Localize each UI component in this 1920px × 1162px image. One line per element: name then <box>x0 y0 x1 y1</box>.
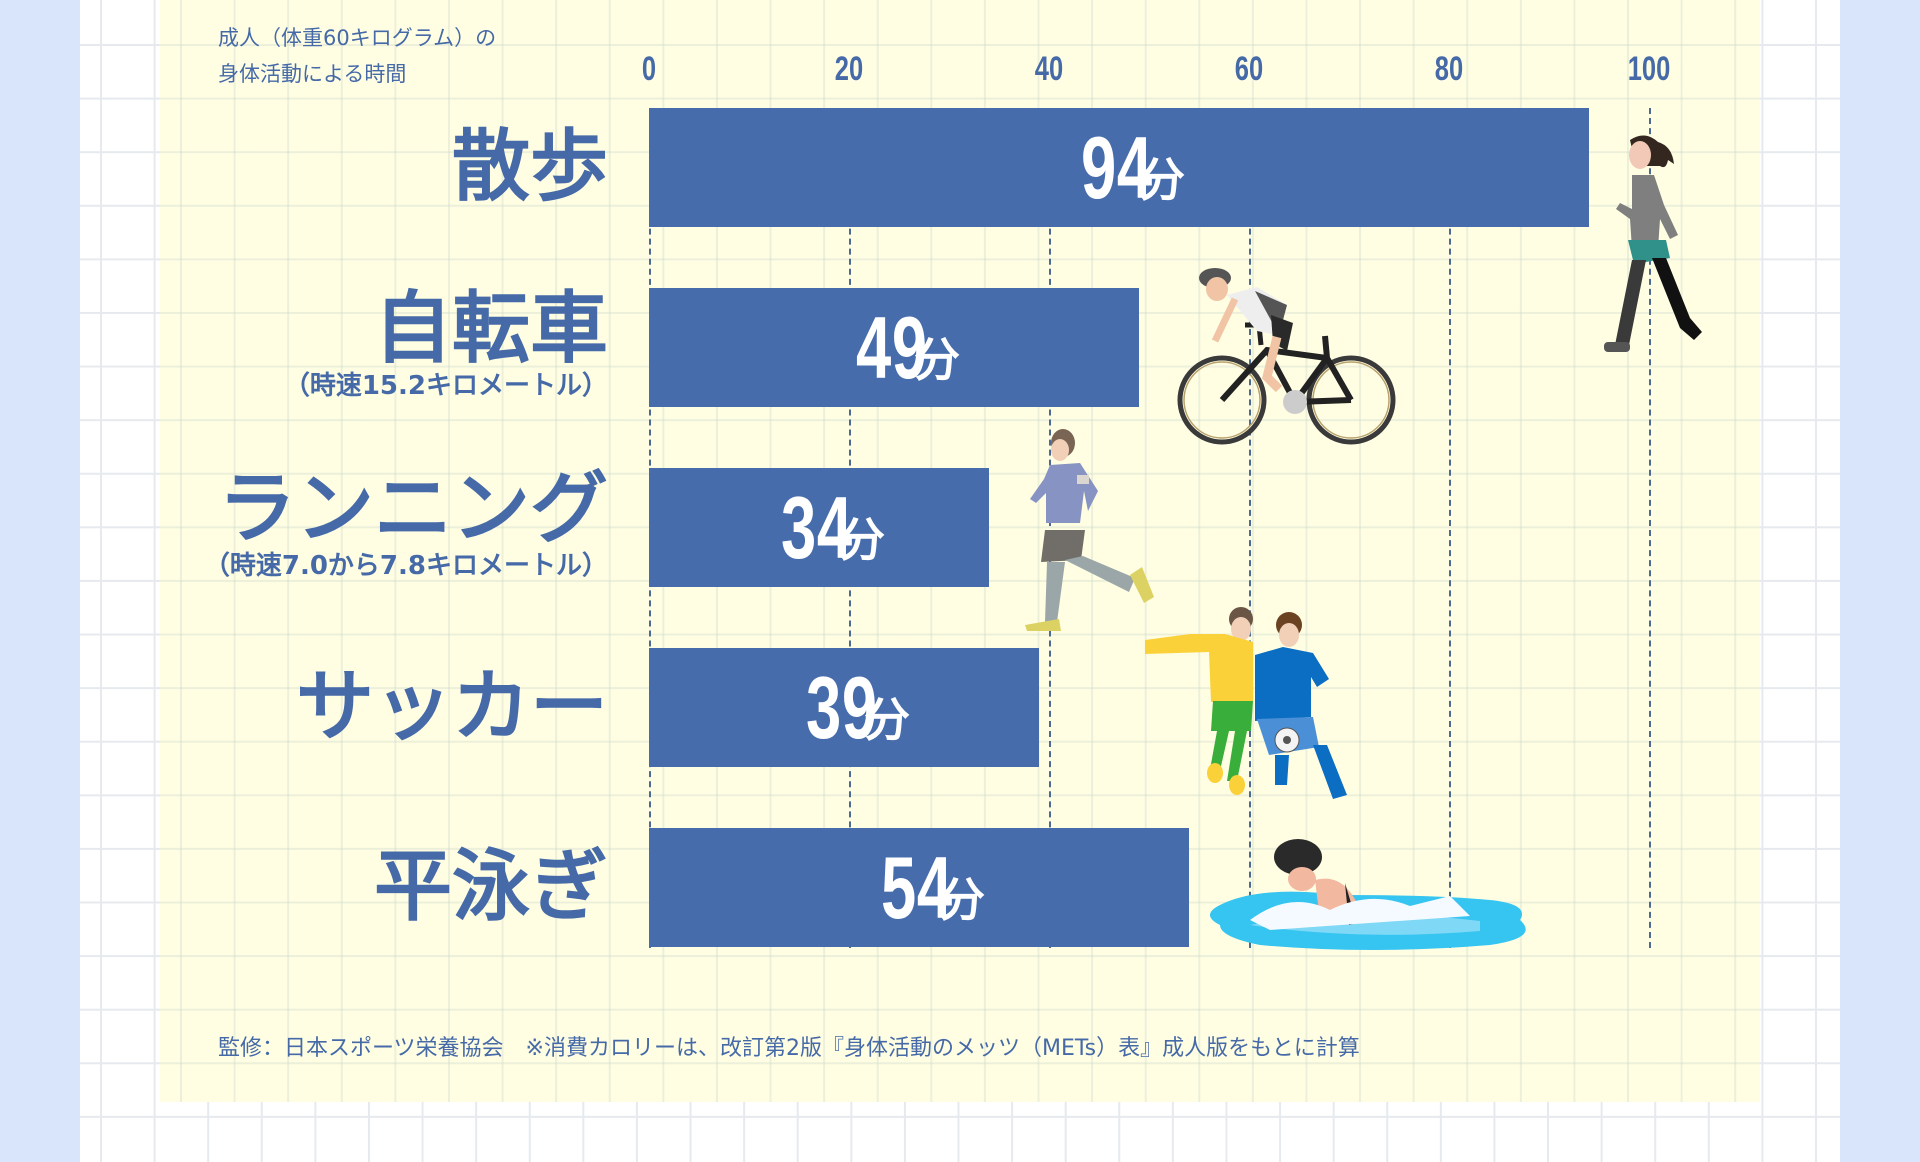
bar-unit: 分 <box>938 872 985 927</box>
bar-soccer: 39 分 <box>649 648 1039 767</box>
bar-unit: 分 <box>863 692 910 747</box>
bar-value: 34 <box>781 477 853 577</box>
swimmer-icon <box>1210 839 1526 950</box>
runner-icon <box>1025 429 1154 631</box>
row-label-cycling: 自転車 （時速15.2キロメートル） <box>284 284 608 402</box>
bar-running: 34 分 <box>649 468 989 587</box>
bar-value: 49 <box>856 297 928 397</box>
row-label-breaststroke: 平泳ぎ <box>374 842 608 932</box>
row-label-walking: 散歩 <box>452 122 608 212</box>
bar-value: 94 <box>1081 117 1153 217</box>
gridline-100 <box>1649 108 1651 948</box>
x-tick-80: 80 <box>1434 50 1464 88</box>
gridline-40 <box>1049 108 1051 948</box>
bar-cycling: 49 分 <box>649 288 1139 407</box>
footer-note: 監修：日本スポーツ栄養協会 ※消費カロリーは、改訂第2版『身体活動のメッツ（ME… <box>218 1036 1360 1061</box>
x-tick-20: 20 <box>834 50 864 88</box>
x-tick-60: 60 <box>1234 50 1264 88</box>
label-main: 平泳ぎ <box>373 842 608 932</box>
label-main: ランニング <box>217 464 608 554</box>
row-label-soccer: サッカー <box>296 662 608 752</box>
bar-unit: 分 <box>838 512 885 567</box>
label-sub: （時速15.2キロメートル） <box>283 371 608 401</box>
bar-value: 54 <box>881 837 953 937</box>
bar-walking: 94 分 <box>649 108 1589 227</box>
x-tick-100: 100 <box>1627 50 1671 88</box>
x-tick-40: 40 <box>1034 50 1064 88</box>
label-main: 散歩 <box>451 122 608 212</box>
cyclist-icon <box>1177 268 1396 445</box>
x-tick-0: 0 <box>641 50 657 88</box>
soccer-players-icon <box>1145 607 1347 799</box>
row-label-running: ランニング （時速7.0から7.8キロメートル） <box>204 464 608 582</box>
caption-line-2: 身体活動による時間 <box>218 62 407 86</box>
bar-unit: 分 <box>913 332 960 387</box>
bar-breaststroke: 54 分 <box>649 828 1189 947</box>
chart-caption: 成人（体重60キログラム）の 身体活動による時間 <box>218 20 618 92</box>
caption-line-1: 成人（体重60キログラム）の <box>218 26 497 50</box>
label-main: サッカー <box>295 662 608 752</box>
walking-woman-icon <box>1604 135 1702 352</box>
label-main: 自転車 <box>373 284 608 374</box>
bar-unit: 分 <box>1138 152 1185 207</box>
bar-value: 39 <box>806 657 878 757</box>
label-sub: （時速7.0から7.8キロメートル） <box>203 551 608 581</box>
gridline-60 <box>1249 108 1251 948</box>
gridline-80 <box>1449 108 1451 948</box>
